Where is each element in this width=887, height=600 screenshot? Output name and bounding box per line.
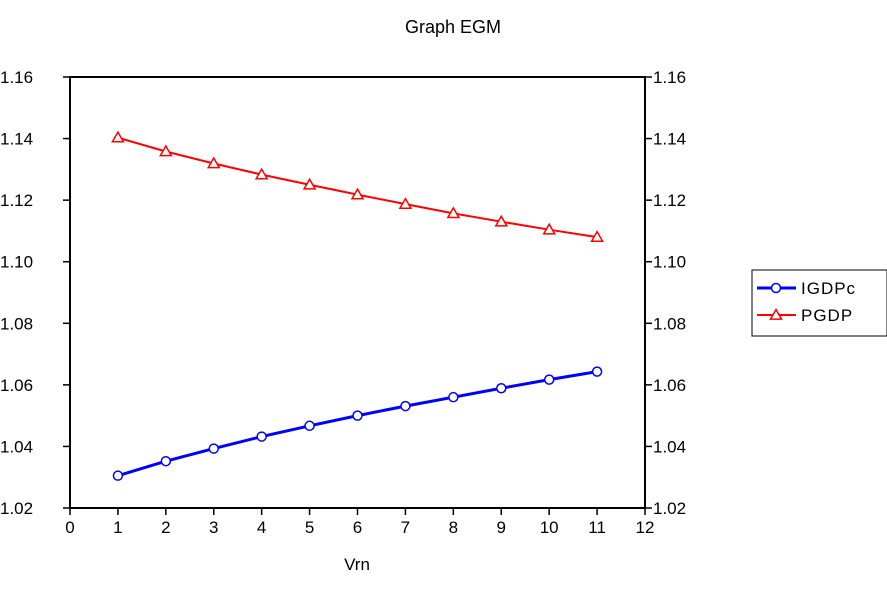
data-point-circle <box>543 374 555 385</box>
data-point-circle <box>352 410 363 421</box>
y-tick-label-left: 1.10 <box>0 253 33 272</box>
data-point-triangle <box>494 214 509 227</box>
axes: 0 1 2 3 4 5 6 7 8 9 10 11 121.02 1.021.04 1.041.06 1.06… <box>0 68 686 537</box>
series-igdpc <box>112 366 603 481</box>
data-point-triangle <box>111 130 125 143</box>
x-tick-label: 2 <box>161 518 170 537</box>
data-point-triangle <box>769 307 783 320</box>
data-point-circle <box>496 382 507 394</box>
data-point-circle <box>208 443 219 454</box>
data-point-circle <box>256 431 267 442</box>
y-tick-label-left: 1.12 <box>0 191 33 210</box>
data-point-triangle <box>590 230 604 242</box>
y-tick-label-left: 1.14 <box>0 130 33 149</box>
data-point-triangle <box>542 222 556 235</box>
y-tick-label-right: 1.12 <box>653 191 686 210</box>
legend-box <box>751 269 887 337</box>
y-tick-label-right: 1.04 <box>653 437 686 456</box>
y-tick-label-left: 1.06 <box>0 376 33 395</box>
y-tick-label-right: 1.02 <box>653 499 686 518</box>
data-point-triangle <box>350 187 365 200</box>
data-point-circle <box>304 420 315 432</box>
x-tick-label: 9 <box>497 518 506 537</box>
x-tick-label: 12 <box>636 518 655 537</box>
x-tick-label: 1 <box>113 518 122 537</box>
y-tick-label-left: 1.16 <box>0 68 33 87</box>
data-point-circle <box>770 282 782 294</box>
series-line <box>117 370 598 478</box>
y-tick-label-right: 1.06 <box>653 376 686 395</box>
data-point-circle <box>160 455 172 467</box>
x-tick-label: 6 <box>353 518 362 537</box>
x-tick-label: 7 <box>401 518 410 537</box>
x-tick-label: 11 <box>588 518 606 537</box>
y-tick-label-left: 1.08 <box>0 314 33 333</box>
data-point-circle <box>112 470 124 481</box>
chart-title: Graph EGM <box>405 17 501 37</box>
data-point-triangle <box>206 156 221 169</box>
x-tick-label: 3 <box>209 518 218 537</box>
x-tick-label: 10 <box>540 518 559 537</box>
legend: IGDPc PGDP <box>751 269 887 337</box>
x-tick-label: 4 <box>257 518 266 537</box>
data-point-triangle <box>254 167 269 180</box>
y-tick-label-left: 1.02 <box>0 499 33 518</box>
x-tick-label: 0 <box>65 518 74 537</box>
legend-label: IGDPc <box>801 279 856 298</box>
x-tick-label: 5 <box>305 518 314 537</box>
y-tick-label-right: 1.10 <box>653 253 686 272</box>
data-point-circle <box>448 391 459 403</box>
data-point-triangle <box>159 144 173 157</box>
data-point-triangle <box>398 197 413 210</box>
y-tick-label-right: 1.14 <box>653 130 686 149</box>
x-tick-label: 8 <box>449 518 458 537</box>
series-pgdp <box>111 130 604 242</box>
data-point-triangle <box>302 177 317 190</box>
data-point-circle <box>400 400 411 412</box>
series-line <box>117 136 598 239</box>
data-point-triangle <box>446 206 461 219</box>
x-axis-label: Vrn <box>344 555 370 574</box>
y-tick-label-right: 1.16 <box>653 68 686 87</box>
series-layer <box>111 130 604 481</box>
data-point-circle <box>591 366 603 377</box>
legend-label: PGDP <box>801 306 853 325</box>
y-tick-label-right: 1.08 <box>653 314 686 333</box>
plot-area <box>69 76 646 509</box>
y-tick-label-left: 1.04 <box>0 437 33 456</box>
